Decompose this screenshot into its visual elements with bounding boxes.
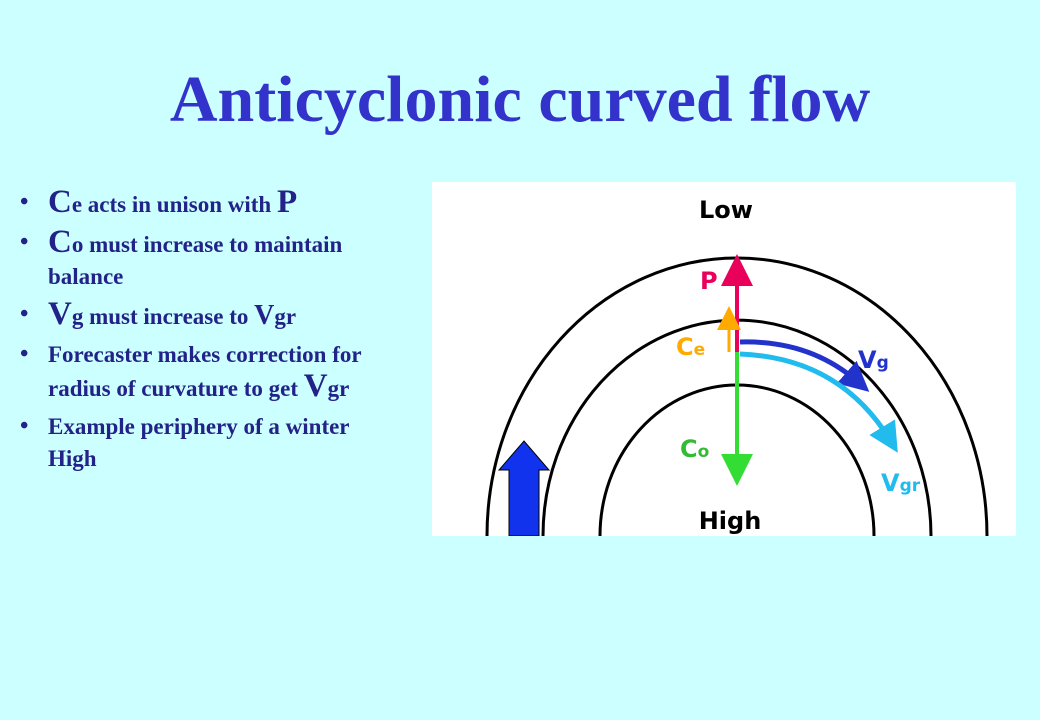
bullet-text: C	[48, 224, 72, 260]
bullet-text: V	[303, 368, 328, 404]
bullet: Co must increase to maintain balance	[20, 226, 400, 294]
high-label: High	[699, 507, 762, 535]
bullet-text: o must increase to maintain balance	[48, 232, 343, 289]
vg-main: V	[858, 346, 877, 374]
ce-main: C	[676, 333, 694, 361]
co-label: Co	[680, 435, 709, 463]
bullet-text: gr	[274, 304, 297, 329]
bullet-text: P	[276, 184, 298, 220]
low-label: Low	[699, 196, 753, 224]
bullet: Example periphery of a winter High	[20, 412, 400, 476]
diagram: Low High P Ce Co Vg Vgr	[432, 182, 1016, 536]
co-main: C	[680, 435, 698, 463]
bullet-list: Ce acts in unison with PCo must increase…	[20, 186, 400, 482]
flow-arrow	[497, 440, 551, 536]
vgr-label: Vgr	[881, 469, 921, 497]
vgr-main: V	[881, 469, 900, 497]
co-sub: o	[698, 442, 710, 462]
bullet: Forecaster makes correction for radius o…	[20, 340, 400, 406]
bullet-text: C	[48, 184, 72, 220]
vg-sub: g	[877, 353, 889, 373]
vgr-sub: gr	[900, 476, 921, 496]
bullet-text: g must increase to	[71, 304, 255, 329]
bullet-text: Example periphery of a winter High	[48, 414, 350, 471]
bullet: Vg must increase to Vgr	[20, 298, 400, 334]
slide-title: Anticyclonic curved flow	[169, 63, 871, 136]
ce-sub: e	[694, 340, 706, 360]
vg-arrow	[739, 339, 870, 392]
vgr-arrow	[739, 351, 898, 453]
bullet-text: e acts in unison with	[71, 192, 277, 217]
ce-label: Ce	[676, 333, 705, 361]
bullet: Ce acts in unison with P	[20, 186, 400, 222]
vg-label: Vg	[858, 346, 889, 374]
bullet-text: Forecaster makes correction for radius o…	[48, 342, 362, 401]
bullet-text: gr	[327, 376, 350, 401]
bullet-text: V	[48, 296, 72, 332]
p-label: P	[700, 267, 718, 295]
bullet-text: V	[254, 300, 275, 331]
